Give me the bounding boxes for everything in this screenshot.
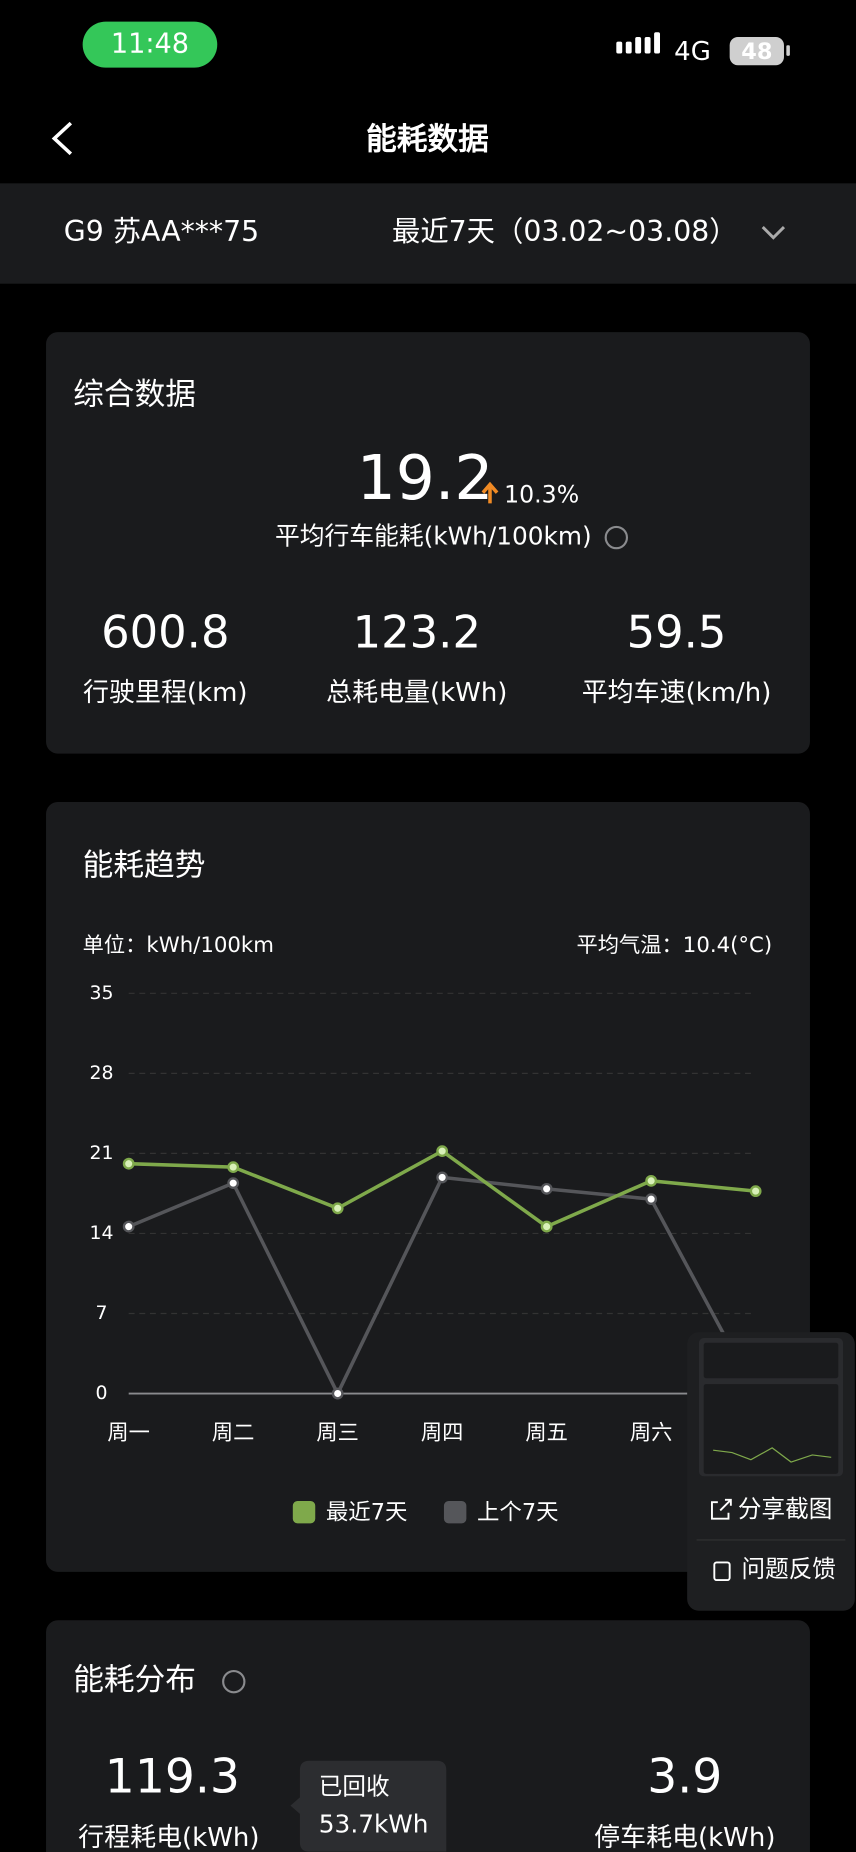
network: 4G (674, 37, 711, 67)
x-tick-label: 周五 (525, 1421, 568, 1446)
legend-label: 上个7天 (477, 1499, 559, 1525)
help-icon[interactable] (604, 525, 629, 550)
main-label: 平均行车能耗(kWh/100km) (275, 522, 592, 551)
stat-value: 600.8 (101, 606, 229, 659)
x-tick-label: 周三 (316, 1421, 359, 1446)
trip-label: 行程耗电(kWh) (78, 1823, 259, 1852)
parking-label: 停车耗电(kWh) (594, 1823, 775, 1852)
vehicle[interactable]: G9 苏AA***75 (64, 215, 259, 248)
tooltip (290, 1760, 447, 1852)
stat-label: 总耗电量(kWh) (326, 678, 507, 708)
stat-label: 平均车速(km/h) (582, 678, 772, 708)
trip-value: 119.3 (105, 1750, 240, 1805)
thumbnail-card (703, 1342, 839, 1379)
thumbnail-card (703, 1384, 839, 1474)
unit: 单位：kWh/100km (83, 933, 274, 958)
legend-swatch (292, 1500, 316, 1524)
up-arrow (481, 481, 499, 504)
data-point (331, 1202, 344, 1215)
main-value: 19.2 (357, 443, 494, 514)
share[interactable]: 分享截图 (738, 1495, 832, 1523)
page-title: 能耗数据 (366, 122, 489, 157)
data-point (227, 1177, 240, 1190)
data-point (122, 1157, 135, 1170)
data-point (540, 1220, 553, 1233)
feedback[interactable]: 问题反馈 (741, 1555, 835, 1583)
data-point (436, 1145, 449, 1158)
signal-bar (654, 32, 661, 54)
legend-swatch (443, 1500, 467, 1524)
share-icon[interactable] (711, 1498, 732, 1520)
stat-value: 123.2 (353, 606, 481, 659)
summary-title: 综合数据 (73, 377, 196, 412)
data-point (645, 1193, 658, 1206)
signal-bar (616, 41, 623, 54)
x-tick-label: 周六 (630, 1421, 673, 1446)
signal-bar (625, 41, 632, 54)
trend-title: 能耗趋势 (83, 848, 206, 883)
data-point (645, 1174, 658, 1187)
parking-value: 3.9 (647, 1750, 722, 1805)
distribution-card (46, 1620, 810, 1852)
x-tick-label: 周二 (212, 1421, 255, 1446)
thumbnail-line (713, 1447, 832, 1463)
temperature: 平均气温：10.4(°C) (577, 933, 773, 958)
back-button[interactable] (51, 121, 73, 156)
period[interactable]: 最近7天（03.02~03.08） (392, 215, 738, 248)
battery-level: 48 (741, 39, 772, 65)
filter-bar (0, 183, 856, 284)
summary-card (46, 332, 810, 754)
battery-tip (786, 45, 790, 56)
change: 10.3% (504, 481, 579, 509)
y-tick-label: 0 (96, 1382, 108, 1404)
signal-bar (635, 36, 642, 54)
distribution-title: 能耗分布 (73, 1663, 196, 1698)
legend-label: 最近7天 (326, 1499, 408, 1525)
y-tick-label: 35 (90, 982, 114, 1004)
data-point (227, 1161, 240, 1174)
status-time: 11:48 (111, 29, 189, 60)
recovered-value: 53.7kWh (319, 1810, 429, 1839)
x-tick-label: 周一 (107, 1421, 150, 1446)
y-tick-label: 7 (96, 1302, 108, 1324)
data-point (331, 1387, 344, 1400)
stat-label: 行驶里程(km) (83, 678, 247, 708)
stat-value: 59.5 (627, 606, 727, 659)
data-point (749, 1185, 762, 1198)
y-tick-label: 28 (90, 1062, 114, 1084)
feedback-icon[interactable] (713, 1561, 731, 1582)
battery (729, 36, 784, 66)
data-point (540, 1182, 553, 1195)
y-tick-label: 21 (90, 1142, 114, 1164)
time-pill (82, 21, 218, 68)
data-point (122, 1220, 135, 1233)
data-point (436, 1171, 449, 1184)
dropdown-icon[interactable] (761, 225, 786, 240)
help-icon[interactable] (222, 1669, 246, 1694)
y-tick-label: 14 (90, 1222, 114, 1244)
x-tick-label: 周四 (421, 1421, 464, 1446)
recovered-label: 已回收 (319, 1772, 390, 1800)
signal-bar (644, 36, 651, 54)
trend-card (46, 802, 810, 1572)
